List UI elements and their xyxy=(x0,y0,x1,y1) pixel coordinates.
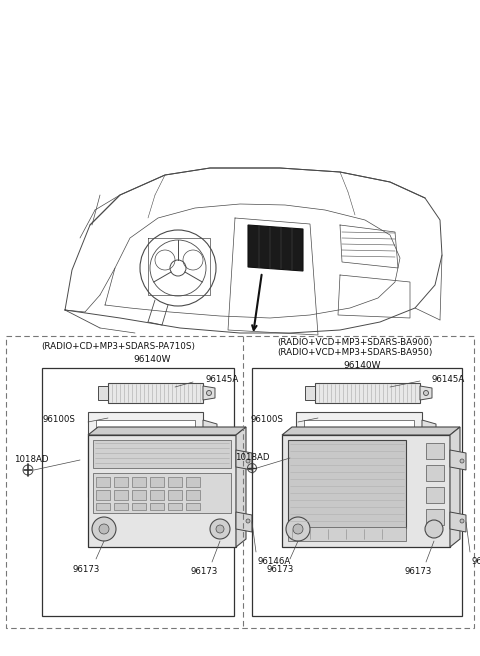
Bar xyxy=(426,443,444,459)
Bar xyxy=(252,368,462,616)
Polygon shape xyxy=(236,427,246,547)
Bar xyxy=(288,440,406,528)
Polygon shape xyxy=(450,512,466,532)
Circle shape xyxy=(92,517,116,541)
Polygon shape xyxy=(203,420,217,489)
Bar xyxy=(426,487,444,503)
Text: 96140W: 96140W xyxy=(343,361,381,371)
Text: 1018AD: 1018AD xyxy=(14,455,48,464)
Bar xyxy=(304,420,414,489)
Text: 96173: 96173 xyxy=(72,565,100,573)
Circle shape xyxy=(206,390,212,396)
Bar xyxy=(96,477,110,487)
Circle shape xyxy=(293,524,303,534)
Bar xyxy=(132,503,146,510)
Text: 96140W: 96140W xyxy=(133,356,171,365)
Bar xyxy=(150,477,164,487)
Polygon shape xyxy=(88,435,236,547)
Text: (RADIO+VCD+MP3+SDARS-BA950): (RADIO+VCD+MP3+SDARS-BA950) xyxy=(277,348,432,358)
Text: 96173: 96173 xyxy=(266,565,294,573)
Text: 96145A: 96145A xyxy=(205,375,238,384)
Bar xyxy=(150,503,164,510)
Bar xyxy=(315,383,420,403)
Text: 96100S: 96100S xyxy=(250,415,283,424)
Bar xyxy=(168,503,182,510)
Bar xyxy=(186,477,200,487)
Bar xyxy=(88,412,203,497)
Bar xyxy=(114,503,128,510)
Bar xyxy=(6,336,474,628)
Bar xyxy=(186,490,200,500)
Text: 96100S: 96100S xyxy=(42,415,75,424)
Polygon shape xyxy=(282,427,460,435)
Bar xyxy=(426,465,444,481)
Circle shape xyxy=(216,525,224,533)
Polygon shape xyxy=(282,435,450,547)
Text: 96146A: 96146A xyxy=(258,556,291,565)
Circle shape xyxy=(286,517,310,541)
Bar xyxy=(296,412,422,497)
Circle shape xyxy=(460,459,464,463)
Polygon shape xyxy=(450,450,466,470)
Bar xyxy=(42,368,234,616)
Polygon shape xyxy=(450,427,460,547)
Polygon shape xyxy=(422,420,436,489)
Circle shape xyxy=(246,459,250,463)
Text: 96145A: 96145A xyxy=(432,375,465,384)
Polygon shape xyxy=(88,427,246,435)
Text: (RADIO+VCD+MP3+SDARS-BA900): (RADIO+VCD+MP3+SDARS-BA900) xyxy=(277,337,432,346)
Polygon shape xyxy=(203,386,215,400)
Circle shape xyxy=(211,451,216,457)
Polygon shape xyxy=(420,386,432,400)
Polygon shape xyxy=(236,450,252,470)
Polygon shape xyxy=(236,512,252,532)
Polygon shape xyxy=(98,386,108,400)
Text: 96173: 96173 xyxy=(190,567,218,577)
Text: (RADIO+CD+MP3+SDARS-PA710S): (RADIO+CD+MP3+SDARS-PA710S) xyxy=(41,342,195,352)
Circle shape xyxy=(423,390,429,396)
Bar xyxy=(108,383,203,403)
Polygon shape xyxy=(248,225,303,271)
Bar xyxy=(96,490,110,500)
Circle shape xyxy=(210,519,230,539)
Bar xyxy=(186,503,200,510)
Bar xyxy=(114,477,128,487)
Circle shape xyxy=(99,524,109,534)
Bar xyxy=(93,473,231,513)
Text: 96173: 96173 xyxy=(404,567,432,577)
Bar xyxy=(114,490,128,500)
Bar xyxy=(288,527,406,541)
Bar xyxy=(132,490,146,500)
Bar xyxy=(426,509,444,525)
Circle shape xyxy=(430,451,434,457)
Bar xyxy=(132,477,146,487)
Circle shape xyxy=(460,519,464,523)
Circle shape xyxy=(425,520,443,538)
Circle shape xyxy=(246,519,250,523)
Bar xyxy=(96,420,195,489)
Bar xyxy=(168,490,182,500)
Bar xyxy=(168,477,182,487)
Bar xyxy=(96,503,110,510)
Text: 96146A: 96146A xyxy=(472,556,480,565)
Bar xyxy=(150,490,164,500)
Bar xyxy=(93,440,231,468)
Polygon shape xyxy=(305,386,315,400)
Text: 1018AD: 1018AD xyxy=(235,453,269,462)
